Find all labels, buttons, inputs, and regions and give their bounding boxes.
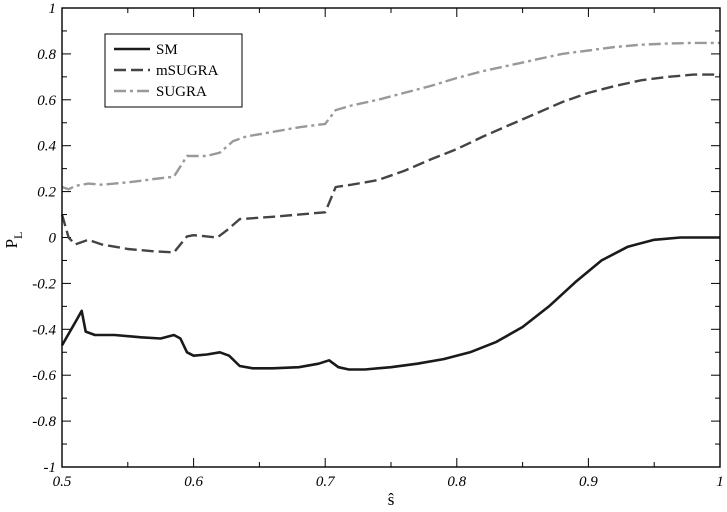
legend-box [104, 33, 243, 108]
legend-label-sugra: SUGRA [156, 84, 207, 100]
x-tick-label: 0.6 [184, 474, 203, 490]
y-tick-label: 0 [49, 231, 57, 247]
tick-labels: 0.5 0.6 0.7 0.8 0.9 1 -1 -0.8 -0.6 -0.4 -0.2 0 0.2 0.… [32, 1, 724, 490]
series-line-msugra [60, 73, 720, 254]
y-tick-label: -0.6 [32, 368, 56, 384]
legend-label-sm: SM [156, 42, 178, 58]
x-tick-label: 1 [716, 474, 724, 490]
y-tick-label: 0.6 [37, 93, 56, 109]
y-tick-label: -0.4 [32, 322, 56, 338]
legend-label-msugra: mSUGRA [156, 63, 219, 79]
plot-frame [61, 7, 721, 468]
x-tick-label: 0.9 [579, 474, 598, 490]
series-line-sm [60, 236, 720, 371]
x-tick-label: 0.7 [316, 474, 336, 490]
y-tick-label: 0.4 [37, 139, 56, 155]
y-axis-title-main: P [2, 239, 21, 248]
y-tick-label: 0.2 [37, 185, 56, 201]
series-lines [60, 41, 720, 371]
legend: SM mSUGRA SUGRA [104, 33, 243, 108]
y-tick-label: -1 [44, 460, 57, 476]
series-line-sugra [61, 41, 720, 191]
svg-text:PL: PL [2, 232, 25, 249]
y-tick-label: -0.8 [32, 414, 56, 430]
y-axis-title: PL [2, 232, 25, 249]
x-tick-label: 0.8 [447, 474, 466, 490]
y-tick-label: 1 [49, 1, 57, 17]
y-tick-label: 0.8 [37, 47, 56, 63]
x-axis-title: ŝ [388, 490, 395, 509]
y-axis-title-sub: L [11, 232, 25, 239]
y-tick-label: -0.2 [32, 276, 56, 292]
x-tick-label: 0.5 [53, 474, 72, 490]
